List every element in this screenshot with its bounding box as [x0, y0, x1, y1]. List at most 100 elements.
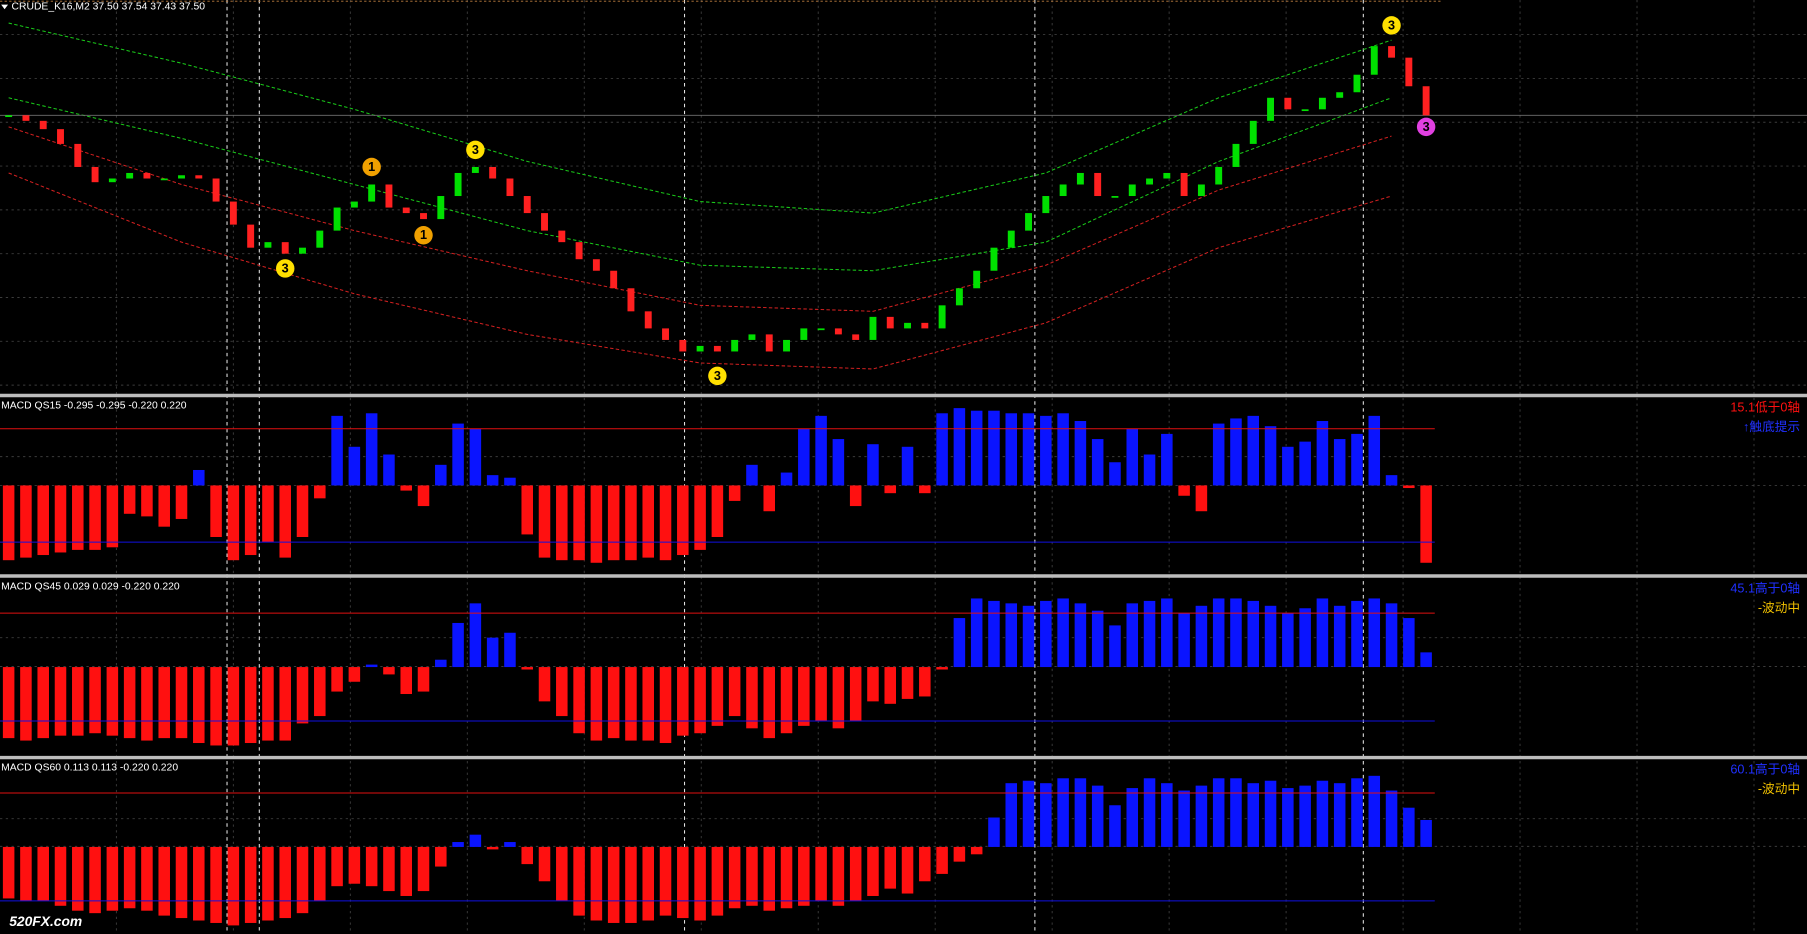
histogram-bar [1143, 454, 1156, 486]
histogram-bar [2, 846, 15, 899]
histogram-bar [469, 834, 482, 847]
panel-note: ↑触底提示 [1743, 419, 1800, 434]
histogram-bar [642, 485, 655, 558]
histogram-bar [849, 485, 862, 507]
histogram-bar [1109, 462, 1121, 486]
histogram-bar [158, 485, 170, 527]
histogram-bar [901, 667, 914, 699]
histogram-bar [1333, 439, 1346, 486]
candle [662, 328, 669, 340]
histogram-bar [348, 446, 361, 486]
histogram-bar [331, 846, 343, 887]
histogram-bar [711, 667, 724, 726]
histogram-bar [1126, 788, 1139, 847]
histogram-bar [1282, 613, 1294, 668]
candle [817, 328, 825, 331]
signal-label: 3 [1388, 18, 1395, 32]
session-separators [226, 0, 1364, 934]
histogram-bar [1333, 605, 1346, 668]
histogram-bar [486, 637, 499, 668]
histogram-bar [417, 667, 430, 692]
histogram-bar [1091, 610, 1104, 668]
histogram-bar [1040, 415, 1052, 486]
histogram-bar [1022, 780, 1035, 847]
histogram-bar [486, 475, 499, 486]
histogram-bar [383, 454, 395, 486]
signal-label: 1 [368, 160, 375, 174]
histogram-bar [314, 846, 326, 901]
panel-note: 60.1高于0轴 [1730, 762, 1800, 777]
candle [74, 143, 82, 167]
histogram-bar [123, 485, 136, 514]
panel-note: -波动中 [1758, 601, 1800, 615]
histogram-bar [1005, 783, 1018, 847]
candle [1267, 97, 1275, 121]
signal-marker [708, 366, 727, 386]
histogram-bar [1091, 785, 1104, 847]
histogram-bar [556, 485, 568, 561]
candle [91, 166, 99, 183]
histogram-bar [728, 667, 741, 717]
histogram-bar [210, 846, 222, 923]
histogram-bar [227, 485, 240, 561]
histogram-bar [1161, 433, 1173, 486]
histogram-bar [244, 846, 257, 923]
histogram-bar [1333, 783, 1346, 847]
histogram-bar [383, 846, 395, 892]
histogram-bar [1109, 625, 1121, 668]
histogram-bar [849, 667, 862, 721]
candle [1353, 74, 1361, 93]
histogram-bar [1351, 433, 1363, 486]
histogram-bar [504, 632, 516, 668]
signal-marker [414, 226, 433, 245]
histogram-bar [1230, 778, 1242, 847]
candle [644, 311, 652, 329]
histogram-bar [659, 667, 672, 744]
candle [1042, 196, 1050, 214]
histogram-bar [1091, 439, 1104, 486]
histogram-bar [452, 423, 464, 486]
candle [731, 339, 739, 352]
candle [904, 322, 911, 329]
histogram-bar [244, 667, 257, 744]
candle [558, 230, 566, 243]
histogram-bar [1074, 778, 1087, 847]
histogram-bar [815, 667, 827, 721]
histogram-bar [417, 485, 430, 507]
histogram-bar [763, 846, 776, 911]
histogram-bar [936, 667, 948, 670]
histogram-bar [538, 846, 551, 882]
candle [1249, 120, 1257, 144]
histogram-bar [1385, 790, 1398, 847]
histogram-bar [970, 598, 983, 668]
signal-marker [1382, 16, 1401, 35]
histogram-bar [1299, 441, 1311, 486]
candle [713, 345, 721, 352]
candle [1197, 184, 1205, 197]
histogram-bar [1195, 485, 1208, 512]
histogram-bar [815, 415, 827, 486]
histogram-bar [383, 667, 395, 675]
histogram-bar [538, 667, 551, 702]
histogram-bar [659, 485, 672, 561]
candle [748, 334, 756, 340]
histogram-bar [1247, 783, 1260, 847]
histogram-bar [1230, 598, 1242, 668]
histogram-bar [1040, 600, 1052, 668]
candle [1232, 143, 1240, 167]
histogram-bar [919, 846, 931, 882]
candle [610, 270, 618, 289]
panel-title: MACD QS45 0.029 0.029 -0.220 0.220 [1, 582, 180, 593]
histogram-bar [625, 485, 637, 561]
candle [143, 172, 151, 179]
candle [1111, 196, 1119, 198]
histogram-bar [1161, 783, 1173, 847]
histogram-bar [884, 485, 897, 494]
histogram-bar [1403, 618, 1415, 668]
signal-label: 3 [472, 143, 479, 157]
histogram-bar [141, 667, 153, 741]
histogram-bar [711, 846, 724, 916]
candle [420, 213, 427, 220]
candle [437, 196, 445, 220]
histogram-bar [2, 485, 15, 561]
